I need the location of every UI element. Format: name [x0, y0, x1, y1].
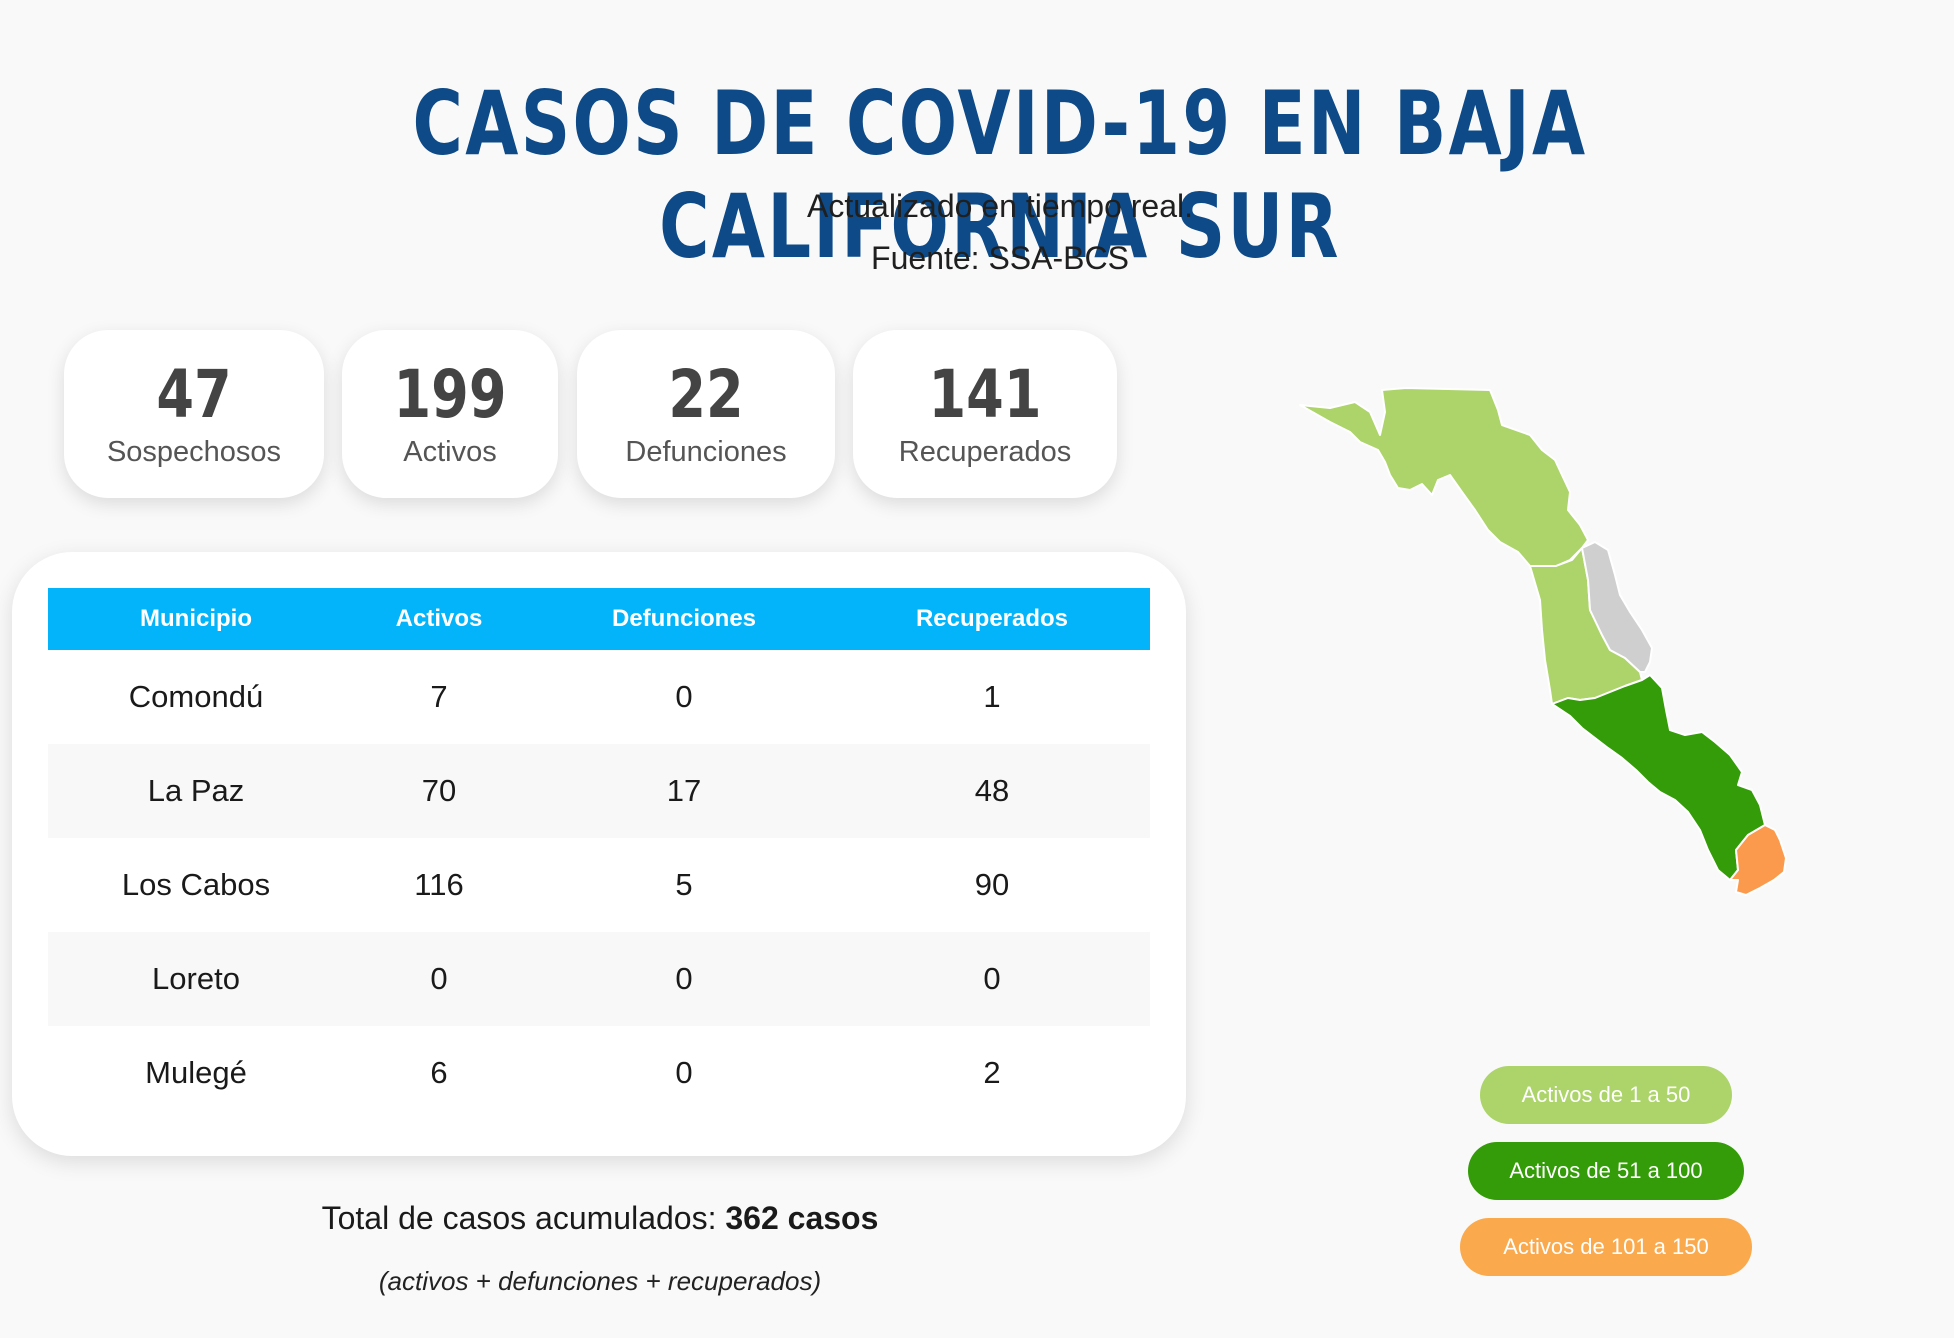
- stat-card-activos: 199 Activos: [342, 330, 558, 498]
- cell-activos: 116: [414, 867, 464, 902]
- table-row: Loreto 0 0 0: [48, 932, 1150, 1026]
- map-region-mulege: [1299, 387, 1589, 567]
- cell-recuperados: 0: [834, 932, 1150, 1026]
- column-header-activos: Activos: [344, 588, 534, 650]
- cell-municipio: Mulegé: [145, 1055, 247, 1090]
- stat-number: 22: [668, 356, 744, 433]
- stat-number: 47: [156, 356, 232, 433]
- cell-defunciones: 0: [534, 932, 834, 1026]
- cell-recuperados: 2: [983, 1055, 1001, 1090]
- stat-card-recuperados: 141 Recuperados: [853, 330, 1117, 498]
- cell-activos: 7: [430, 679, 448, 714]
- update-subtitle: Actualizado en tiempo real.: [807, 188, 1193, 224]
- map-region-los-cabos: [1729, 824, 1787, 896]
- municipality-table: Municipio Activos Defunciones Recuperado…: [48, 588, 1150, 1120]
- cell-activos: 0: [344, 932, 534, 1026]
- stat-number: 199: [393, 356, 507, 433]
- legend-51-to-100: Activos de 51 a 100: [1468, 1142, 1744, 1200]
- stat-card-defunciones: 22 Defunciones: [577, 330, 835, 498]
- cell-recuperados: 1: [983, 679, 1001, 714]
- cell-recuperados: 48: [834, 744, 1150, 838]
- cell-municipio: Los Cabos: [121, 867, 271, 902]
- column-header-defunciones: Defunciones: [534, 588, 834, 650]
- stat-card-sospechosos: 47 Sospechosos: [64, 330, 324, 498]
- source-line: Fuente: SSA-BCS: [871, 240, 1129, 276]
- table-row: La Paz 70 17 48: [48, 744, 1150, 838]
- column-header-recuperados: Recuperados: [834, 588, 1150, 650]
- stat-number: 141: [928, 356, 1042, 433]
- cell-municipio: Comondú: [128, 679, 264, 714]
- legend-101-to-150: Activos de 101 a 150: [1460, 1218, 1752, 1276]
- cell-defunciones: 0: [675, 1055, 693, 1090]
- total-cases-note: (activos + defunciones + recuperados): [378, 1266, 822, 1296]
- stat-label: Defunciones: [625, 436, 787, 468]
- bcs-municipality-map: [1299, 387, 1787, 896]
- stat-label: Recuperados: [898, 436, 1072, 468]
- total-cases-prefix: Total de casos acumulados:: [321, 1200, 717, 1236]
- total-cases-line: Total de casos acumulados: 362 casos: [0, 1200, 1200, 1237]
- map-region-loreto: [1581, 541, 1653, 673]
- table-row: Comondú 7 0 1: [48, 650, 1150, 744]
- cell-defunciones: 5: [675, 867, 693, 902]
- stat-label: Sospechosos: [106, 436, 282, 468]
- total-cases-value: 362 casos: [725, 1200, 879, 1236]
- cell-activos: 6: [430, 1055, 448, 1090]
- map-region-la-paz: [1551, 674, 1766, 881]
- column-header-municipio: Municipio: [48, 588, 344, 650]
- cell-defunciones: 0: [675, 679, 693, 714]
- cell-municipio: La Paz: [48, 744, 344, 838]
- municipality-table-card: Municipio Activos Defunciones Recuperado…: [12, 552, 1186, 1156]
- cell-recuperados: 90: [974, 867, 1010, 902]
- stat-label: Activos: [403, 436, 497, 468]
- legend-1-to-50: Activos de 1 a 50: [1480, 1066, 1732, 1124]
- table-row: Los Cabos 116 5 90: [48, 838, 1150, 932]
- table-header-row: Municipio Activos Defunciones Recuperado…: [48, 588, 1150, 650]
- table-row: Mulegé 6 0 2: [48, 1026, 1150, 1120]
- cell-defunciones: 17: [534, 744, 834, 838]
- cell-municipio: Loreto: [48, 932, 344, 1026]
- cell-activos: 70: [344, 744, 534, 838]
- page-title: CASOS DE COVID-19 EN BAJA CALIFORNIA SUR: [412, 72, 1588, 278]
